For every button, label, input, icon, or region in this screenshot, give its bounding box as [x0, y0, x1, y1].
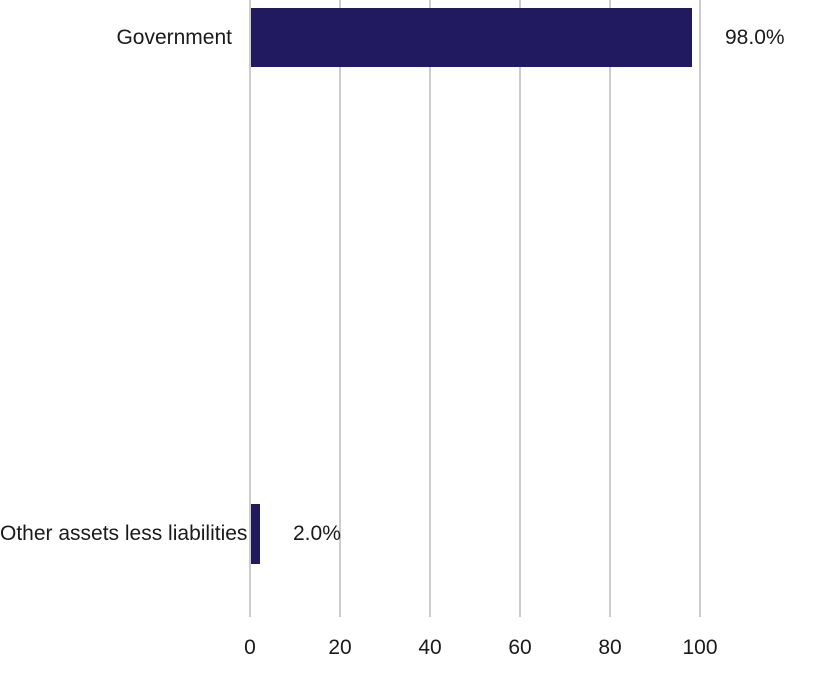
gridline-100	[699, 0, 701, 617]
plot-area	[249, 0, 701, 617]
x-axis: 0 20 40 60 80 100	[244, 636, 717, 666]
gridline-80	[609, 0, 611, 617]
gridline-60	[519, 0, 521, 617]
gridline-40	[429, 0, 431, 617]
bar-government	[251, 8, 692, 67]
x-tick-label-80: 80	[598, 636, 622, 659]
bar-other-assets-less-liabilities	[251, 504, 260, 564]
category-label-government: Government	[116, 26, 232, 49]
x-tick-label-100: 100	[682, 636, 718, 659]
x-tick-label-0: 0	[244, 636, 256, 659]
gridline-20	[339, 0, 341, 617]
x-tick-label-60: 60	[508, 636, 532, 659]
x-tick-label-20: 20	[328, 636, 352, 659]
value-label-other-assets-less-liabilities: 2.0%	[293, 522, 341, 545]
category-label-other-assets-less-liabilities: Other assets less liabilities	[0, 522, 248, 545]
gridline-0	[249, 0, 251, 617]
value-label-government: 98.0%	[725, 26, 785, 49]
x-tick-label-40: 40	[418, 636, 442, 659]
